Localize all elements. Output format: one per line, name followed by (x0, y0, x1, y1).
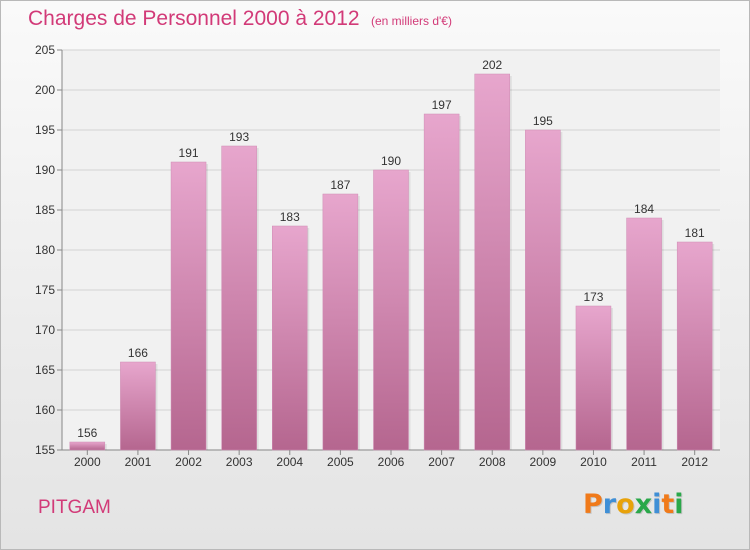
logo-letter: i (674, 489, 684, 520)
x-tick-label: 2010 (580, 455, 607, 469)
y-tick-label: 185 (35, 203, 55, 217)
y-tick-label: 170 (35, 323, 55, 337)
x-tick-label: 2001 (125, 455, 152, 469)
bar-value-label: 173 (583, 290, 603, 304)
bar-value-label: 184 (634, 202, 654, 216)
bar-value-label: 190 (381, 154, 401, 168)
x-tick-label: 2005 (327, 455, 354, 469)
bar-value-label: 197 (432, 98, 452, 112)
chart-title: Charges de Personnel 2000 à 2012 (28, 7, 360, 30)
bar (272, 225, 308, 451)
logo-letter: i (652, 489, 662, 520)
x-tick-label: 2008 (479, 455, 506, 469)
y-tick-label: 200 (35, 83, 55, 97)
bar (676, 241, 713, 451)
bar-value-label: 191 (179, 146, 199, 160)
y-tick-label: 165 (35, 363, 55, 377)
bar (221, 145, 257, 451)
bar-value-label: 166 (128, 346, 148, 360)
logo-letter: o (616, 489, 635, 520)
bar (373, 169, 409, 451)
bar (120, 361, 156, 451)
x-tick-label: 2012 (681, 455, 708, 469)
y-tick-label: 155 (35, 443, 55, 457)
chart-subtitle: (en milliers d'€) (371, 14, 452, 28)
bar-value-label: 202 (482, 58, 502, 72)
y-tick-label: 205 (35, 43, 55, 57)
bar (423, 113, 460, 451)
bar (525, 129, 561, 451)
proxiti-logo: Proxiti (583, 489, 684, 520)
x-tick-label: 2002 (175, 455, 202, 469)
bar-value-label: 187 (330, 178, 350, 192)
bar (170, 161, 207, 451)
bar (474, 73, 510, 451)
bar-value-label: 181 (685, 226, 705, 240)
bar-value-label: 195 (533, 114, 553, 128)
bar-value-label: 156 (77, 426, 97, 440)
x-tick-label: 2006 (378, 455, 405, 469)
bar (69, 441, 106, 451)
bar-value-label: 193 (229, 130, 249, 144)
x-tick-label: 2009 (529, 455, 556, 469)
bar (626, 217, 662, 451)
bar (322, 193, 359, 451)
bar-value-label: 183 (280, 210, 300, 224)
y-tick-label: 190 (35, 163, 55, 177)
y-tick-label: 175 (35, 283, 55, 297)
logo-letter: r (602, 489, 617, 520)
logo-letter: P (583, 489, 603, 520)
x-tick-label: 2003 (226, 455, 253, 469)
logo-letter: x (634, 489, 653, 520)
x-tick-label: 2007 (428, 455, 455, 469)
logo-letter: t (661, 489, 675, 520)
x-tick-label: 2000 (74, 455, 101, 469)
x-tick-label: 2011 (631, 455, 657, 469)
y-tick-label: 180 (35, 243, 55, 257)
y-tick-label: 160 (35, 403, 55, 417)
y-tick-label: 195 (35, 123, 55, 137)
x-tick-label: 2004 (276, 455, 303, 469)
bar (575, 305, 612, 451)
city-name: PITGAM (38, 497, 111, 518)
